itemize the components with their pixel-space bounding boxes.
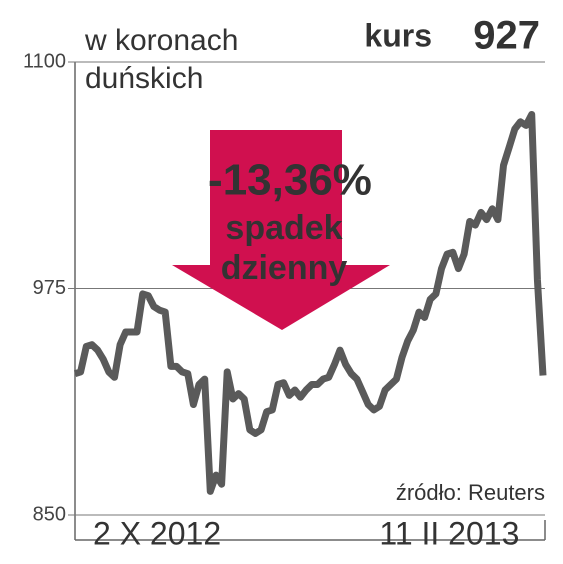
last-label: kurs — [364, 17, 432, 53]
change-text: dzienny — [221, 249, 348, 287]
change-value: -13,36% — [208, 156, 372, 205]
y-tick-label: 850 — [33, 503, 66, 525]
x-tick-label: 2 X 2012 — [93, 515, 221, 551]
drop-arrow — [172, 130, 390, 330]
y-tick-label: 975 — [33, 277, 66, 299]
unit-line: w koronach — [84, 24, 238, 57]
y-tick-label: 1100 — [23, 50, 66, 72]
source: źródło: Reuters — [396, 480, 545, 505]
unit-line: duńskich — [85, 62, 203, 95]
last-value: 927 — [473, 14, 540, 58]
change-text: spadek — [225, 209, 342, 247]
x-tick-label: 11 II 2013 — [379, 515, 519, 551]
price-line — [73, 111, 547, 495]
